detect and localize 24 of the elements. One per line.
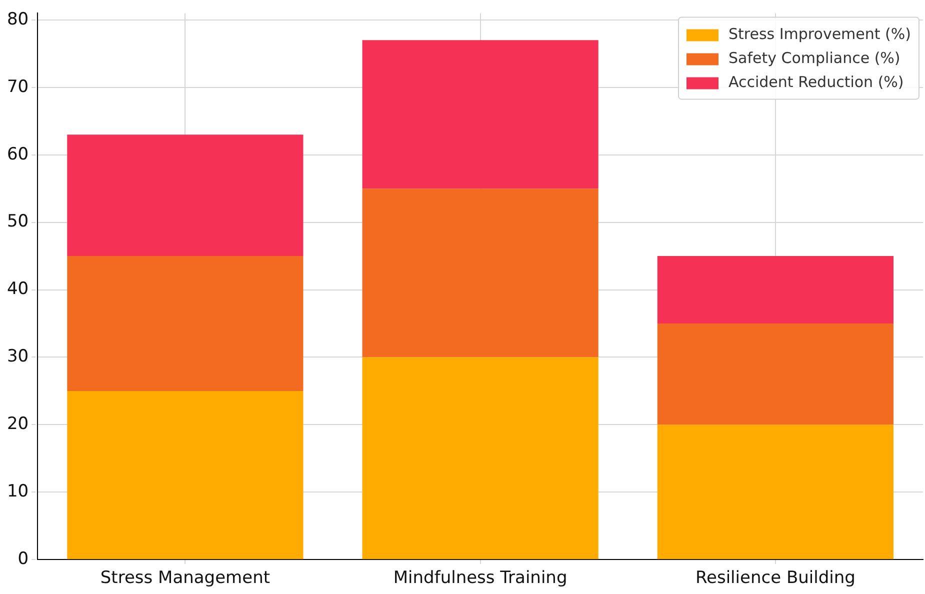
- x-tick-label: Mindfulness Training: [393, 568, 568, 588]
- y-tick-label: 10: [6, 482, 29, 502]
- bar: [67, 256, 304, 391]
- y-tick-label: 50: [6, 212, 29, 232]
- bar: [657, 324, 894, 425]
- y-tick-label: 30: [6, 346, 29, 367]
- legend-label: Stress Improvement (%): [728, 25, 911, 44]
- bar: [362, 188, 598, 358]
- bar: [362, 357, 598, 560]
- bar: [657, 424, 894, 560]
- bar: [657, 256, 894, 324]
- y-tick-label: 70: [6, 76, 29, 97]
- y-tick-label: 60: [6, 144, 29, 164]
- bar: [362, 40, 598, 189]
- legend-label: Safety Compliance (%): [728, 49, 900, 68]
- y-tick-label: 0: [18, 549, 29, 570]
- legend-label: Accident Reduction (%): [728, 73, 904, 92]
- x-tick-label: Stress Management: [100, 568, 270, 588]
- y-tick-label: 80: [6, 9, 29, 30]
- y-tick-label: 40: [6, 279, 29, 300]
- bar: [67, 390, 304, 560]
- bar: [67, 134, 304, 256]
- y-tick-label: 20: [6, 414, 29, 434]
- x-tick-label: Resilience Building: [695, 568, 856, 588]
